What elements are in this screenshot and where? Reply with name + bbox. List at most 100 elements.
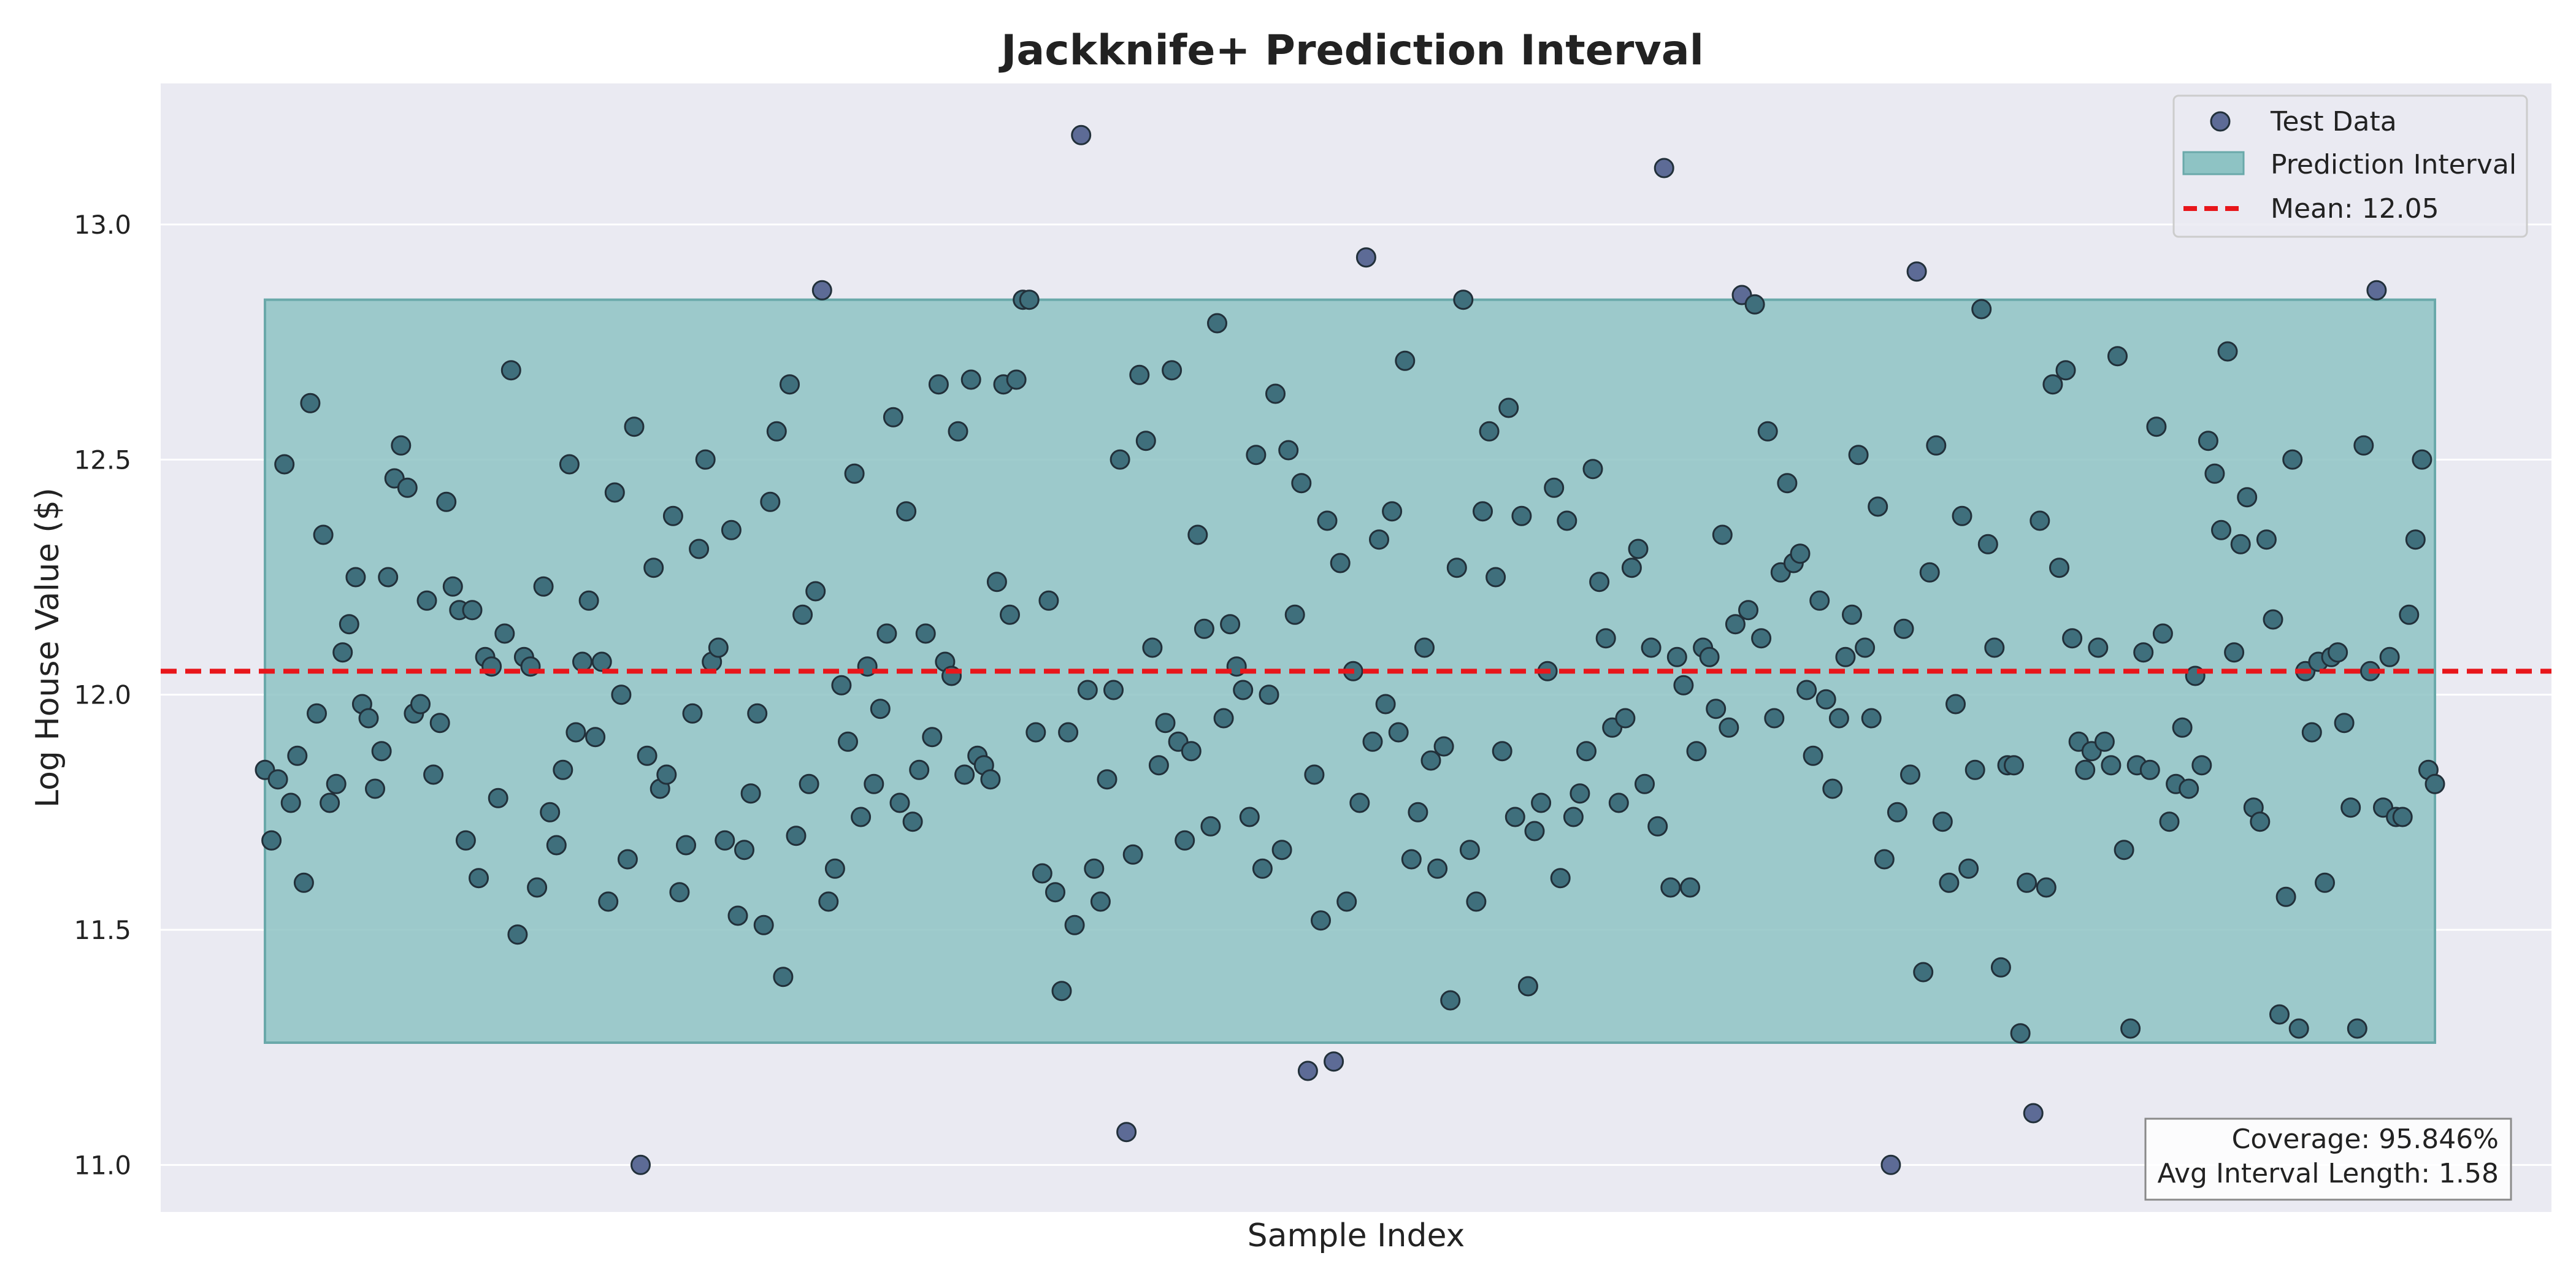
data-point xyxy=(2179,778,2199,799)
data-point xyxy=(2004,755,2024,776)
data-point xyxy=(1317,510,1338,531)
data-point xyxy=(1064,914,1085,935)
data-point xyxy=(1744,294,1765,315)
data-point xyxy=(2405,529,2426,550)
data-point xyxy=(1777,473,1798,494)
legend: Test Data Prediction Interval Mean: 12.0… xyxy=(2172,94,2528,238)
data-point xyxy=(2159,811,2180,832)
data-point xyxy=(1828,708,1849,729)
data-point xyxy=(1531,792,1552,813)
data-point xyxy=(1984,637,2005,658)
data-point xyxy=(1200,816,1221,837)
data-point xyxy=(2353,435,2374,456)
data-point xyxy=(1822,778,1843,799)
data-point xyxy=(1122,844,1143,865)
data-point xyxy=(1680,877,1700,898)
data-point xyxy=(442,576,463,597)
data-point xyxy=(1051,981,1072,1002)
data-point xyxy=(1706,699,1727,719)
data-point xyxy=(689,539,710,559)
data-point xyxy=(2133,642,2154,663)
data-point xyxy=(1673,675,1694,696)
data-point xyxy=(2347,1018,2367,1039)
data-point xyxy=(1550,868,1571,889)
data-point xyxy=(1505,807,1525,827)
data-point xyxy=(611,684,632,705)
data-point xyxy=(1641,637,1662,658)
data-point xyxy=(1511,505,1532,526)
data-point xyxy=(1466,891,1487,912)
data-point xyxy=(1498,397,1519,418)
data-point xyxy=(1699,646,1720,667)
data-point xyxy=(747,703,768,724)
data-point xyxy=(624,416,645,437)
data-point xyxy=(287,745,308,766)
data-point xyxy=(1686,741,1707,762)
data-point xyxy=(844,463,865,484)
data-point xyxy=(1712,524,1733,545)
data-point xyxy=(1971,299,1992,320)
data-point xyxy=(1311,910,1331,931)
data-point xyxy=(1291,473,1312,494)
data-point xyxy=(300,393,321,413)
data-point xyxy=(1414,637,1435,658)
data-point xyxy=(1000,604,1020,625)
data-point xyxy=(1330,553,1351,573)
data-point xyxy=(423,764,444,785)
data-point xyxy=(1265,383,1286,404)
data-point xyxy=(1135,431,1156,451)
data-point xyxy=(753,914,774,935)
data-point xyxy=(1453,289,1474,310)
data-point xyxy=(559,454,580,475)
y-tick-label: 12.0 xyxy=(74,680,131,710)
data-point xyxy=(1790,543,1811,564)
data-point xyxy=(1660,877,1681,898)
data-point xyxy=(1129,364,1150,385)
data-point xyxy=(954,764,975,785)
data-point xyxy=(1388,722,1409,743)
data-point xyxy=(1369,529,1389,550)
data-point xyxy=(928,374,949,395)
data-point xyxy=(429,713,450,734)
data-point xyxy=(1058,722,1079,743)
data-point xyxy=(578,590,599,611)
data-point xyxy=(2152,623,2173,644)
data-point xyxy=(604,482,625,503)
data-point xyxy=(811,280,832,301)
data-point xyxy=(708,637,729,658)
data-point xyxy=(2334,713,2355,734)
data-point xyxy=(1635,773,1655,794)
data-point xyxy=(1628,539,1649,559)
data-point xyxy=(2340,797,2361,818)
legend-label-prediction-interval: Prediction Interval xyxy=(2271,149,2517,180)
data-point xyxy=(2198,431,2218,451)
data-point xyxy=(553,759,573,780)
data-point xyxy=(1621,558,1642,578)
legend-label-test-data: Test Data xyxy=(2270,106,2397,137)
stats-box: Coverage: 95.846% Avg Interval Length: 1… xyxy=(2144,1117,2512,1201)
y-tick-label: 11.5 xyxy=(74,915,131,945)
data-point xyxy=(1666,646,1687,667)
data-point xyxy=(1990,957,2011,978)
data-point xyxy=(1958,858,1979,879)
data-point xyxy=(1038,590,1059,611)
data-point xyxy=(876,623,897,644)
data-point xyxy=(371,741,392,762)
data-point xyxy=(1382,501,1403,522)
data-point xyxy=(1485,567,1506,588)
data-point xyxy=(1006,369,1027,390)
data-point xyxy=(2379,646,2400,667)
data-point xyxy=(2107,346,2128,367)
data-point xyxy=(799,773,819,794)
data-point xyxy=(1751,628,1772,649)
data-point xyxy=(1848,445,1869,466)
data-point xyxy=(1433,736,1454,757)
data-point xyxy=(2230,534,2251,554)
data-point xyxy=(1324,1051,1344,1072)
data-point xyxy=(326,773,347,794)
data-point xyxy=(617,849,638,870)
data-point xyxy=(1576,741,1597,762)
data-point xyxy=(527,877,548,898)
data-point xyxy=(1278,440,1299,461)
data-point xyxy=(1284,604,1305,625)
